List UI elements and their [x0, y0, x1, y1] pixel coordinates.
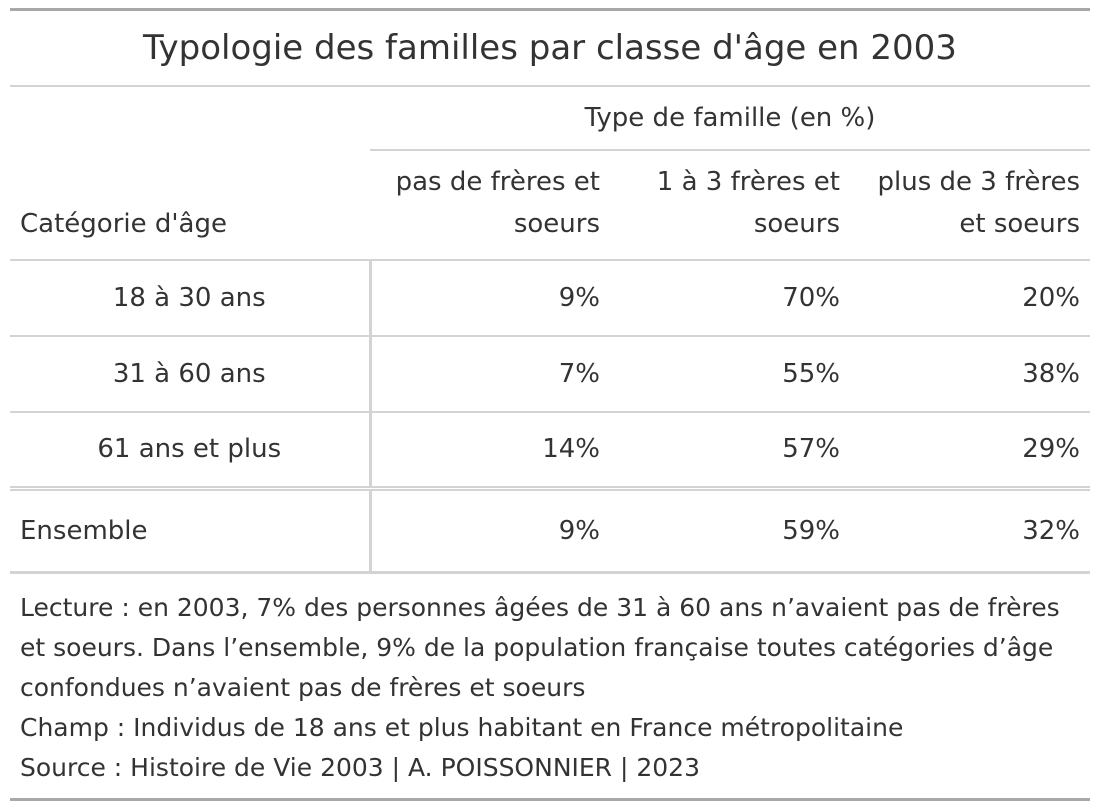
- row-label: 61 ans et plus: [10, 412, 372, 491]
- column-spanner: Type de famille (en %): [370, 87, 1090, 151]
- table-cell: 57%: [610, 412, 850, 491]
- row-label: 31 à 60 ans: [10, 336, 372, 413]
- table-row: 61 ans et plus 14% 57% 29%: [10, 412, 1090, 491]
- table-row: 31 à 60 ans 7% 55% 38%: [10, 336, 1090, 413]
- top-rule: [10, 8, 1090, 11]
- spanner-row: Type de famille (en %): [10, 87, 1090, 151]
- table-cell: 38%: [850, 336, 1090, 413]
- row-label: 18 à 30 ans: [10, 260, 372, 337]
- summary-label: Ensemble: [10, 488, 372, 574]
- table-cell: 70%: [610, 260, 850, 337]
- table-row: 18 à 30 ans 9% 70% 20%: [10, 260, 1090, 337]
- stub-header: Catégorie d'âge: [10, 150, 370, 261]
- family-type-table: Type de famille (en %) Catégorie d'âge p…: [10, 87, 1090, 574]
- summary-cell: 32%: [850, 488, 1090, 574]
- column-header-more-3-siblings: plus de 3 frères et soeurs: [850, 150, 1090, 261]
- summary-cell: 9%: [370, 488, 610, 574]
- table-cell: 55%: [610, 336, 850, 413]
- spanner-empty-cell: [10, 87, 370, 150]
- table-cell: 7%: [370, 336, 610, 413]
- table-cell: 9%: [370, 260, 610, 337]
- column-header-row: Catégorie d'âge pas de frères et soeurs …: [10, 150, 1090, 261]
- summary-cell: 59%: [610, 488, 850, 574]
- note-champ: Champ : Individus de 18 ans et plus habi…: [20, 712, 904, 742]
- column-header-1-3-siblings: 1 à 3 frères et soeurs: [610, 150, 850, 261]
- table-cell: 29%: [850, 412, 1090, 491]
- table-title: Typologie des familles par classe d'âge …: [10, 11, 1090, 87]
- table-cell: 20%: [850, 260, 1090, 337]
- note-lecture: Lecture : en 2003, 7% des personnes âgée…: [20, 592, 1060, 702]
- table-notes: Lecture : en 2003, 7% des personnes âgée…: [10, 574, 1090, 801]
- column-header-no-siblings: pas de frères et soeurs: [370, 150, 610, 261]
- note-source: Source : Histoire de Vie 2003 | A. POISS…: [20, 752, 700, 782]
- table-cell: 14%: [370, 412, 610, 491]
- summary-row: Ensemble 9% 59% 32%: [10, 488, 1090, 574]
- table-figure: Typologie des familles par classe d'âge …: [10, 8, 1090, 801]
